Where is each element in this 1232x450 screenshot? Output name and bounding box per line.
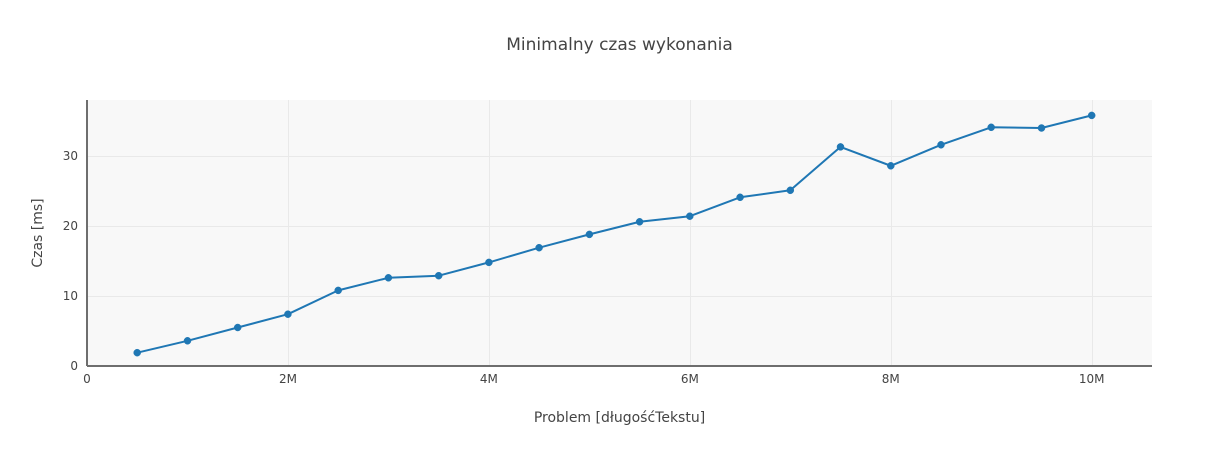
- data-point: [635, 218, 644, 226]
- series-layer: [133, 111, 1096, 357]
- y-tick-label: 20: [63, 219, 78, 233]
- x-tick-label: 0: [83, 372, 91, 386]
- x-axis-title: Problem [długośćTekstu]: [534, 410, 705, 426]
- data-point: [233, 323, 242, 332]
- data-point: [887, 162, 895, 170]
- data-point: [434, 271, 443, 280]
- data-point: [334, 286, 342, 295]
- axis-layer: [86, 100, 1152, 367]
- y-tick-label: 10: [63, 289, 78, 303]
- y-tick-label: 0: [70, 359, 78, 373]
- y-axis-title: Czas [ms]: [30, 198, 46, 267]
- data-point: [786, 186, 795, 195]
- x-tick-label: 4M: [480, 372, 498, 386]
- chart-title: Minimalny czas wykonania: [506, 35, 733, 55]
- grid-layer: [87, 100, 1152, 366]
- data-point: [384, 274, 393, 282]
- data-point: [1087, 111, 1096, 120]
- data-point: [585, 230, 594, 239]
- data-point: [535, 243, 543, 252]
- x-tick-label: 6M: [681, 372, 699, 386]
- data-point: [284, 310, 292, 318]
- data-point: [736, 193, 744, 202]
- tick-layer: 0 2M 4M 6M 8M 10M 0 10 20 30: [63, 149, 1105, 386]
- series-line: [136, 114, 1093, 354]
- data-point: [686, 212, 694, 220]
- data-point: [133, 348, 141, 357]
- data-point: [836, 143, 845, 151]
- data-point: [987, 123, 995, 132]
- data-point: [485, 258, 493, 267]
- data-point: [937, 141, 945, 149]
- x-tick-label: 10M: [1079, 372, 1105, 386]
- x-tick-label: 2M: [279, 372, 297, 386]
- data-point: [1037, 124, 1046, 132]
- data-point: [183, 337, 192, 345]
- y-tick-label: 30: [63, 149, 78, 163]
- plot-area: [87, 100, 1152, 366]
- x-tick-label: 8M: [882, 372, 900, 386]
